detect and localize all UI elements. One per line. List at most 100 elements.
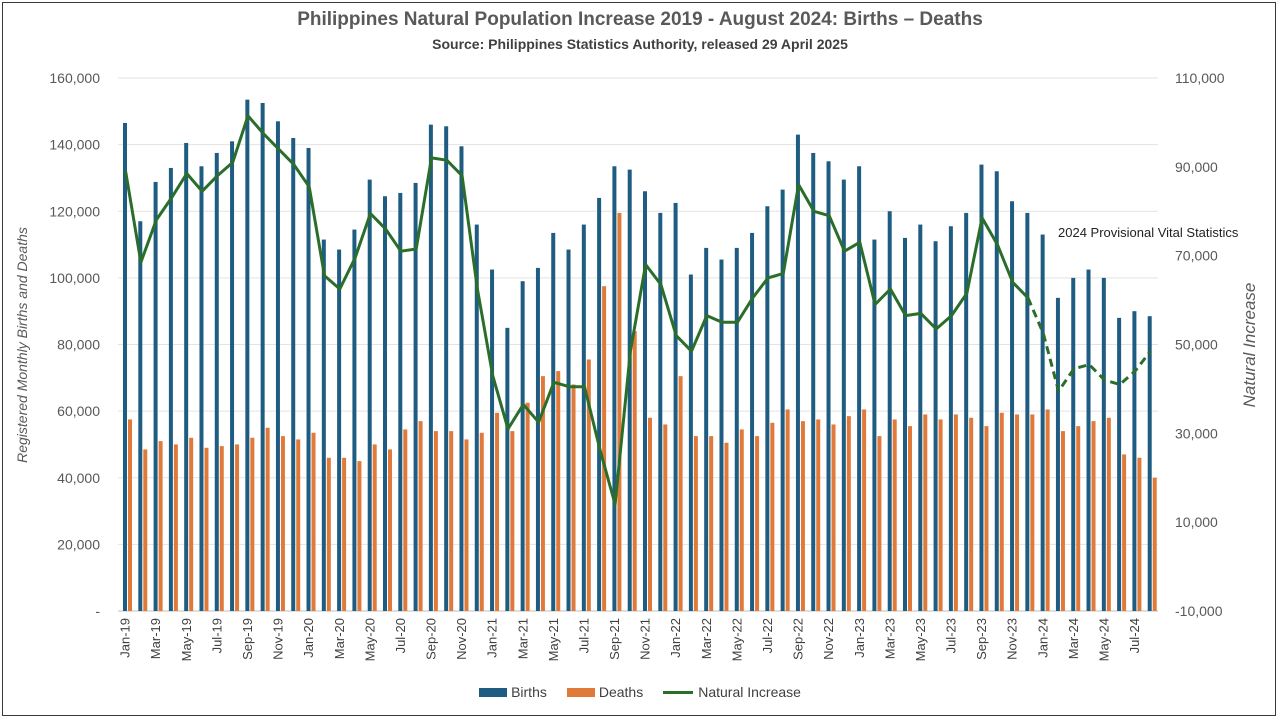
bar-births	[673, 202, 678, 611]
y2-tick-label: -10,000	[1175, 603, 1223, 619]
legend-item-deaths: Deaths	[566, 684, 644, 700]
x-tick-label: Sep-21	[607, 618, 622, 660]
bar-births	[153, 181, 158, 611]
x-tick-label: May-20	[362, 618, 377, 661]
legend-swatch-births	[479, 687, 508, 697]
x-tick-label: Nov-23	[1005, 618, 1020, 660]
bar-births	[887, 211, 892, 611]
bar-deaths	[326, 457, 331, 611]
bar-births	[306, 147, 311, 612]
bar-births	[490, 269, 495, 611]
bar-deaths	[1137, 457, 1142, 611]
bar-births	[948, 226, 953, 611]
bar-deaths	[495, 412, 500, 611]
bar-deaths	[1015, 414, 1020, 611]
bar-births	[551, 232, 556, 611]
bar-births	[1086, 269, 1091, 611]
bar-deaths	[219, 446, 224, 611]
bar-deaths	[388, 449, 392, 611]
y2-tick-label: 30,000	[1175, 425, 1218, 441]
x-tick-label: May-22	[729, 618, 744, 661]
x-tick-label: Jul-23	[944, 618, 959, 653]
bar-deaths	[846, 416, 851, 611]
bar-deaths	[1106, 417, 1111, 611]
bar-births	[979, 164, 984, 612]
y-tick-label: 80,000	[57, 337, 100, 353]
legend-label-deaths: Deaths	[598, 684, 644, 700]
bar-births	[581, 224, 586, 611]
bar-births	[291, 137, 296, 611]
bar-births	[245, 99, 250, 611]
bar-births	[1147, 316, 1152, 611]
bar-deaths	[128, 419, 132, 611]
bar-deaths	[540, 376, 545, 611]
bar-births	[811, 152, 816, 611]
y-tick-label: 40,000	[57, 470, 100, 486]
bar-deaths	[449, 431, 454, 611]
y2-tick-label: 50,000	[1175, 337, 1218, 353]
bar-deaths	[984, 426, 989, 611]
legend-item-natural-increase: Natural Increase	[663, 684, 801, 700]
bar-births	[658, 212, 663, 611]
x-tick-label: May-24	[1096, 618, 1111, 661]
x-tick-label: Mar-24	[1066, 618, 1081, 659]
bar-births	[337, 249, 342, 611]
bar-births	[1132, 311, 1137, 611]
x-tick-label: Jan-24	[1035, 618, 1050, 658]
y2-tick-label: 10,000	[1175, 514, 1218, 530]
x-tick-label: Jan-23	[852, 618, 867, 658]
bar-deaths	[663, 424, 668, 611]
x-tick-label: Mar-21	[515, 618, 530, 659]
bar-births	[566, 249, 571, 611]
x-tick-label: Nov-22	[821, 618, 836, 660]
bar-deaths	[173, 444, 178, 611]
bar-births	[994, 171, 999, 611]
x-tick-label: Jan-20	[301, 618, 316, 658]
bar-deaths	[280, 436, 285, 611]
bar-births	[1117, 317, 1122, 611]
bar-births	[321, 239, 326, 612]
x-tick-label: Jan-22	[668, 618, 683, 658]
bar-deaths	[586, 359, 591, 611]
x-tick-label: Jul-21	[576, 618, 591, 653]
legend-label-natural-increase: Natural Increase	[698, 684, 801, 700]
bar-deaths	[999, 412, 1004, 611]
bar-deaths	[158, 441, 163, 611]
bar-deaths	[235, 444, 240, 611]
bar-deaths	[632, 331, 637, 611]
bar-deaths	[525, 402, 530, 611]
y-tick-label: 20,000	[57, 536, 100, 552]
bar-births	[444, 126, 449, 611]
bar-births	[138, 221, 143, 611]
bar-births	[520, 281, 525, 611]
bar-births	[275, 121, 280, 612]
x-tick-label: Jul-19	[209, 618, 224, 653]
bar-births	[597, 197, 602, 612]
bar-births	[1101, 277, 1106, 611]
bar-births	[1055, 297, 1060, 611]
bar-deaths	[1060, 431, 1065, 611]
bar-deaths	[296, 439, 301, 611]
bar-births	[627, 169, 632, 611]
legend-item-births: Births	[479, 684, 547, 700]
chart-title: Philippines Natural Population Increase …	[297, 9, 983, 30]
bar-deaths	[617, 212, 622, 611]
bar-deaths	[189, 437, 194, 611]
legend-label-births: Births	[511, 684, 547, 700]
bar-deaths	[755, 436, 760, 611]
bar-deaths	[510, 431, 515, 611]
bar-deaths	[265, 427, 270, 611]
bar-births	[352, 229, 357, 611]
bar-births	[612, 166, 617, 611]
bar-deaths	[648, 417, 652, 611]
bar-births	[123, 122, 127, 612]
bar-deaths	[1030, 414, 1035, 611]
bar-deaths	[204, 447, 209, 611]
x-tick-label: Sep-22	[791, 618, 806, 660]
x-tick-label: Jul-22	[760, 618, 775, 653]
bar-births	[1040, 234, 1045, 611]
bar-deaths	[403, 429, 408, 611]
bar-deaths	[1045, 409, 1050, 611]
bar-births	[459, 146, 464, 611]
